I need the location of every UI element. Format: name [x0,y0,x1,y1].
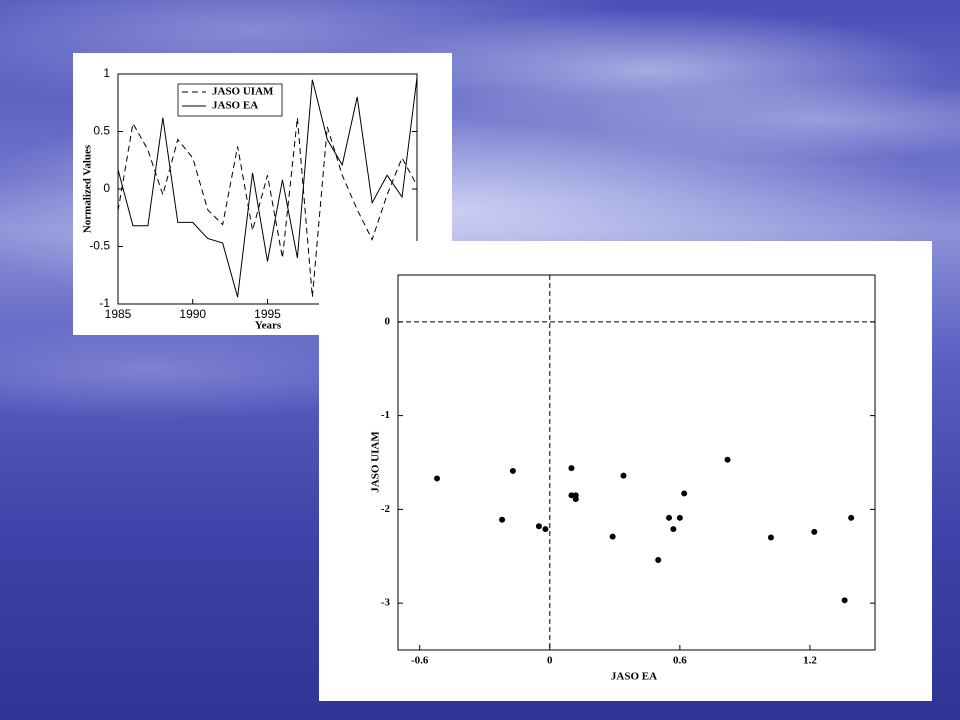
scatter-point [811,528,818,535]
y-tick-label: -1 [99,296,110,310]
scatter-point [676,514,683,521]
y-axis-label: JASO UIAM [370,431,382,493]
scatter-point [620,472,627,479]
scatter-point [848,514,855,521]
scatter-point [509,467,516,474]
scatter-point [767,534,774,541]
x-tick-label: 1990 [179,307,206,321]
legend-label: JASO UIAM [212,86,274,98]
y-tick-label: -0.5 [89,239,110,253]
scatter-point [499,516,506,523]
scatter-point [568,465,575,472]
scatter-point [724,456,731,463]
x-axis-label: Years [255,320,282,332]
x-tick-label: 0.6 [673,655,687,667]
y-tick-label: 0 [103,181,110,195]
line-series [117,77,418,298]
scatter-point [572,496,579,503]
scatter-point [666,514,673,521]
y-tick-label: 1 [103,66,110,80]
legend-box [177,83,283,117]
y-tick-label: -1 [381,409,390,421]
line-series [117,117,418,298]
scatter-point [434,475,441,482]
scatter-point [568,492,575,499]
x-tick-label: 1985 [105,307,132,321]
scatter-point [841,597,848,604]
plot-frame [397,274,876,651]
legend-label: JASO EA [212,100,258,112]
y-tick-label: -3 [381,597,391,609]
y-tick-label: 0.5 [93,124,110,138]
scatter-point [681,490,688,497]
scatter-point [535,523,542,530]
y-axis-label: Normalized Values [82,144,94,233]
x-axis-label: JASO EA [611,671,657,683]
panel [319,241,932,701]
x-tick-label: 1995 [254,307,281,321]
scatter-point [609,533,616,540]
x-tick-label: -0.6 [411,655,429,667]
scatter-point [655,557,662,563]
y-tick-label: -2 [381,503,391,515]
scatter-point [542,526,549,533]
scatter-point [670,526,677,533]
y-tick-label: 0 [385,315,391,327]
x-tick-label: 1.2 [803,655,817,667]
x-tick-label: 0 [547,655,553,667]
